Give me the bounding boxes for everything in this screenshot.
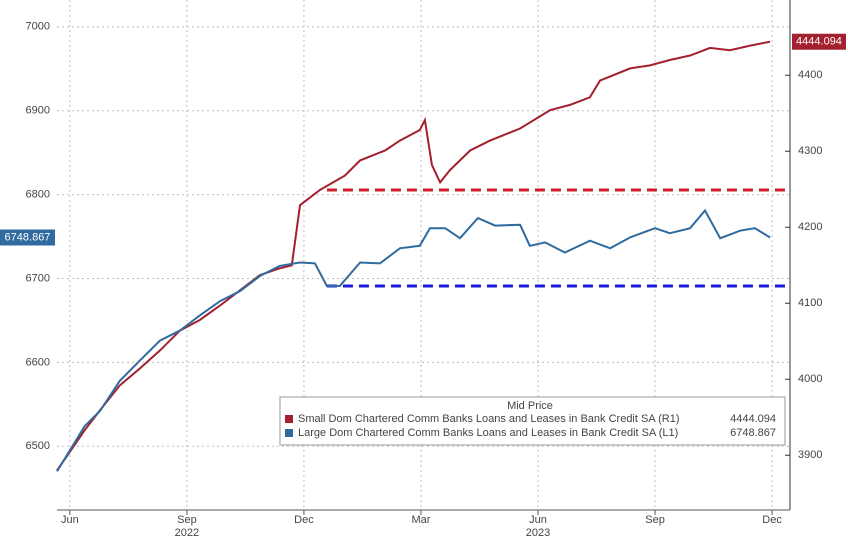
x-year-label: 2023 <box>526 527 550 539</box>
y-tick-label: 6700 <box>26 272 50 284</box>
x-tick-label: Mar <box>411 514 430 526</box>
series-line <box>56 40 771 472</box>
y-tick-label: 6500 <box>26 440 50 452</box>
last-value-label: 4444.094 <box>796 36 842 48</box>
x-tick-label: Dec <box>762 514 782 526</box>
y2-tick-label: 4200 <box>798 221 822 233</box>
x-tick-label: Jun <box>529 514 547 526</box>
y-tick-label: 6800 <box>26 189 50 201</box>
series-line <box>56 208 771 472</box>
legend-swatch <box>285 415 293 423</box>
y2-tick-label: 4300 <box>798 145 822 157</box>
mark-layer <box>56 40 790 472</box>
y-tick-label: 6600 <box>26 356 50 368</box>
x-tick-label: Jun <box>61 514 79 526</box>
x-tick-label: Dec <box>294 514 314 526</box>
legend-label: Small Dom Chartered Comm Banks Loans and… <box>298 413 680 425</box>
y-tick-label: 6900 <box>26 105 50 117</box>
legend-swatch <box>285 429 293 437</box>
y2-tick-label: 4400 <box>798 69 822 81</box>
legend-label: Large Dom Chartered Comm Banks Loans and… <box>298 427 678 439</box>
label-layer: 6500 6600 6700 6800 6900 7000 3900 4000 4100 4200… <box>0 21 846 539</box>
legend-box <box>279 396 786 446</box>
y2-tick-label: 4000 <box>798 373 822 385</box>
y-tick-label: 7000 <box>26 21 50 33</box>
x-tick-label: Sep <box>645 514 665 526</box>
x-tick-label: Sep <box>177 514 197 526</box>
last-value-badge <box>0 229 55 246</box>
y2-tick-label: 3900 <box>798 449 822 461</box>
x-year-label: 2022 <box>175 527 199 539</box>
legend-title: Mid Price <box>507 400 553 412</box>
last-value-label: 6748.867 <box>5 231 51 243</box>
legend-value: 4444.094 <box>730 413 776 425</box>
last-value-badge <box>792 33 846 50</box>
y2-tick-label: 4100 <box>798 297 822 309</box>
legend-value: 6748.867 <box>730 427 776 439</box>
